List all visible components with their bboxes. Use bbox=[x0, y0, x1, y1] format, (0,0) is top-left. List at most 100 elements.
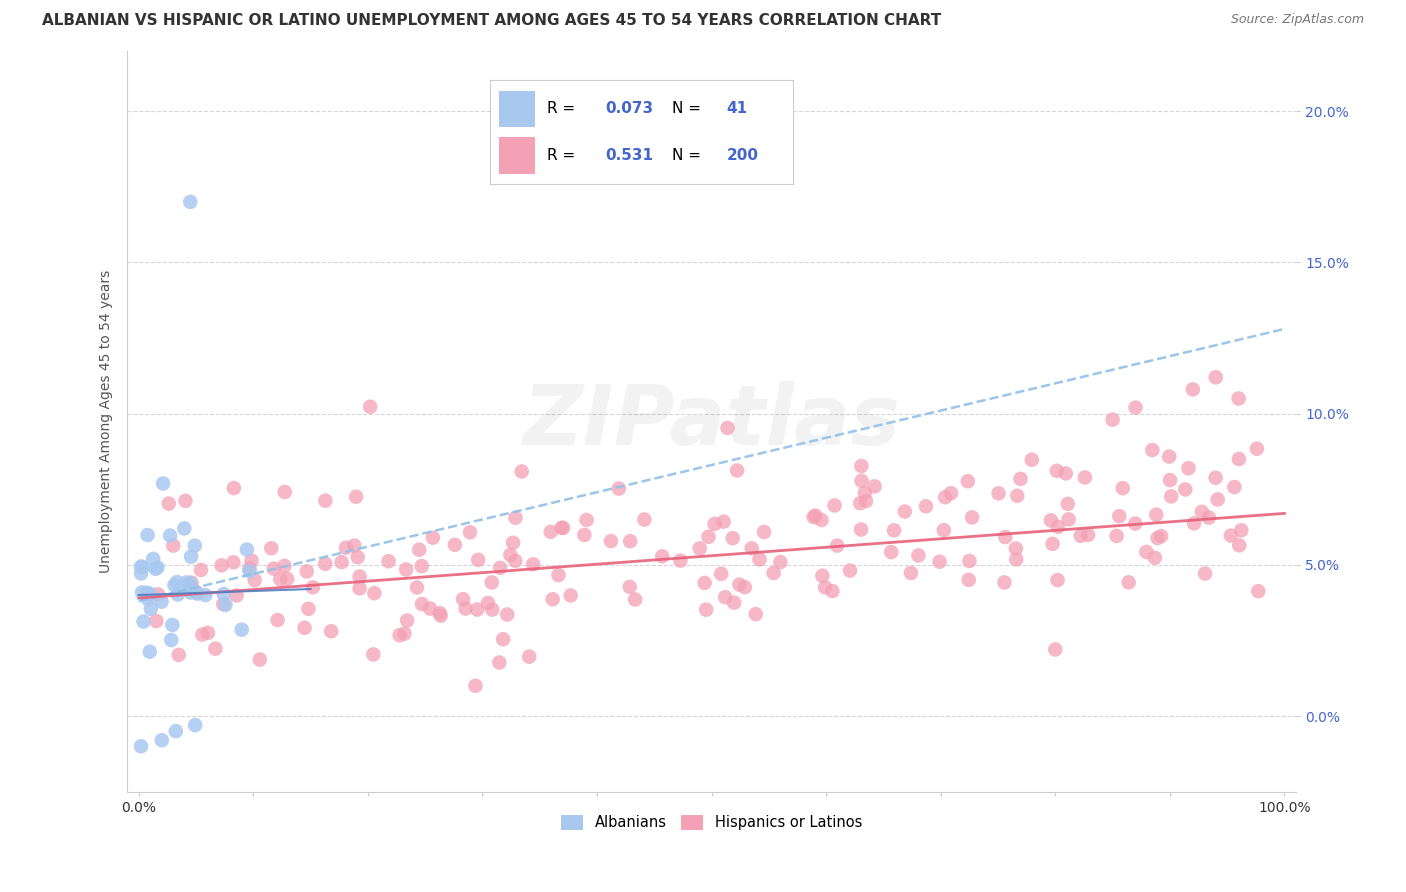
Point bbox=[1042, 537, 1064, 551]
Point bbox=[294, 621, 316, 635]
Point bbox=[713, 515, 735, 529]
Point bbox=[458, 525, 481, 540]
Point bbox=[346, 550, 368, 565]
Point bbox=[1205, 370, 1227, 384]
Point bbox=[745, 607, 768, 621]
Point bbox=[1146, 531, 1168, 545]
Point bbox=[396, 614, 419, 628]
Point bbox=[716, 421, 738, 435]
Point bbox=[752, 524, 775, 539]
Point bbox=[721, 531, 744, 545]
Point bbox=[1045, 642, 1067, 657]
Point bbox=[429, 606, 451, 620]
Point bbox=[184, 718, 207, 732]
Point bbox=[540, 524, 562, 539]
Point bbox=[510, 465, 533, 479]
Point bbox=[855, 494, 877, 508]
Point bbox=[408, 542, 430, 557]
Point bbox=[541, 592, 564, 607]
Point bbox=[1160, 490, 1182, 504]
Point bbox=[184, 539, 207, 553]
Point bbox=[184, 585, 207, 599]
Point bbox=[1057, 512, 1080, 526]
Point bbox=[633, 512, 655, 526]
Point bbox=[274, 485, 297, 500]
Point bbox=[454, 601, 477, 615]
Point bbox=[928, 555, 950, 569]
Point bbox=[1159, 473, 1181, 487]
Point bbox=[136, 586, 159, 600]
Point bbox=[560, 589, 582, 603]
Point bbox=[238, 561, 260, 575]
Point bbox=[394, 626, 416, 640]
Point bbox=[146, 587, 169, 601]
Point bbox=[225, 589, 247, 603]
Text: Source: ZipAtlas.com: Source: ZipAtlas.com bbox=[1230, 13, 1364, 27]
Point bbox=[769, 555, 792, 569]
Point bbox=[1056, 497, 1078, 511]
Point bbox=[179, 579, 201, 593]
Point bbox=[1039, 513, 1062, 527]
Point bbox=[139, 645, 162, 659]
Point bbox=[212, 587, 235, 601]
Point bbox=[173, 521, 195, 535]
Point bbox=[547, 568, 569, 582]
Point bbox=[481, 575, 503, 590]
Text: ZIPatlas: ZIPatlas bbox=[523, 381, 900, 462]
Point bbox=[907, 549, 929, 563]
Point bbox=[1005, 541, 1028, 556]
Point bbox=[222, 481, 245, 495]
Point bbox=[703, 516, 725, 531]
Point bbox=[129, 559, 152, 574]
Point bbox=[276, 572, 298, 586]
Point bbox=[1150, 529, 1173, 543]
Point bbox=[297, 601, 319, 615]
Point bbox=[810, 513, 832, 527]
Point bbox=[194, 588, 217, 602]
Point bbox=[465, 602, 488, 616]
Point bbox=[814, 580, 837, 594]
Point bbox=[851, 474, 873, 488]
Point bbox=[957, 554, 980, 568]
Point bbox=[900, 566, 922, 580]
Point bbox=[499, 548, 522, 562]
Point bbox=[129, 739, 152, 754]
Point bbox=[1182, 516, 1205, 531]
Point bbox=[179, 194, 201, 209]
Point bbox=[1135, 545, 1157, 559]
Point bbox=[411, 597, 433, 611]
Point bbox=[1144, 508, 1167, 522]
Point bbox=[762, 566, 785, 580]
Point bbox=[1174, 483, 1197, 497]
Point bbox=[748, 552, 770, 566]
Point bbox=[167, 648, 190, 662]
Point bbox=[211, 558, 233, 573]
Point bbox=[214, 598, 236, 612]
Point bbox=[1181, 383, 1204, 397]
Point bbox=[1010, 472, 1032, 486]
Point bbox=[710, 566, 733, 581]
Point bbox=[236, 542, 259, 557]
Point bbox=[824, 499, 846, 513]
Point bbox=[249, 652, 271, 666]
Point bbox=[1007, 489, 1029, 503]
Point bbox=[150, 733, 173, 747]
Point bbox=[177, 582, 200, 596]
Point bbox=[849, 523, 872, 537]
Point bbox=[166, 575, 188, 590]
Point bbox=[136, 528, 159, 542]
Point bbox=[689, 541, 711, 556]
Point bbox=[804, 508, 827, 523]
Point bbox=[825, 539, 848, 553]
Point bbox=[335, 541, 357, 555]
Point bbox=[502, 535, 524, 549]
Point bbox=[222, 555, 245, 569]
Point bbox=[344, 490, 367, 504]
Point bbox=[1198, 510, 1220, 524]
Point bbox=[160, 633, 183, 648]
Point bbox=[734, 580, 756, 594]
Point bbox=[132, 615, 155, 629]
Point bbox=[1230, 524, 1253, 538]
Point bbox=[693, 576, 716, 591]
Point bbox=[343, 539, 366, 553]
